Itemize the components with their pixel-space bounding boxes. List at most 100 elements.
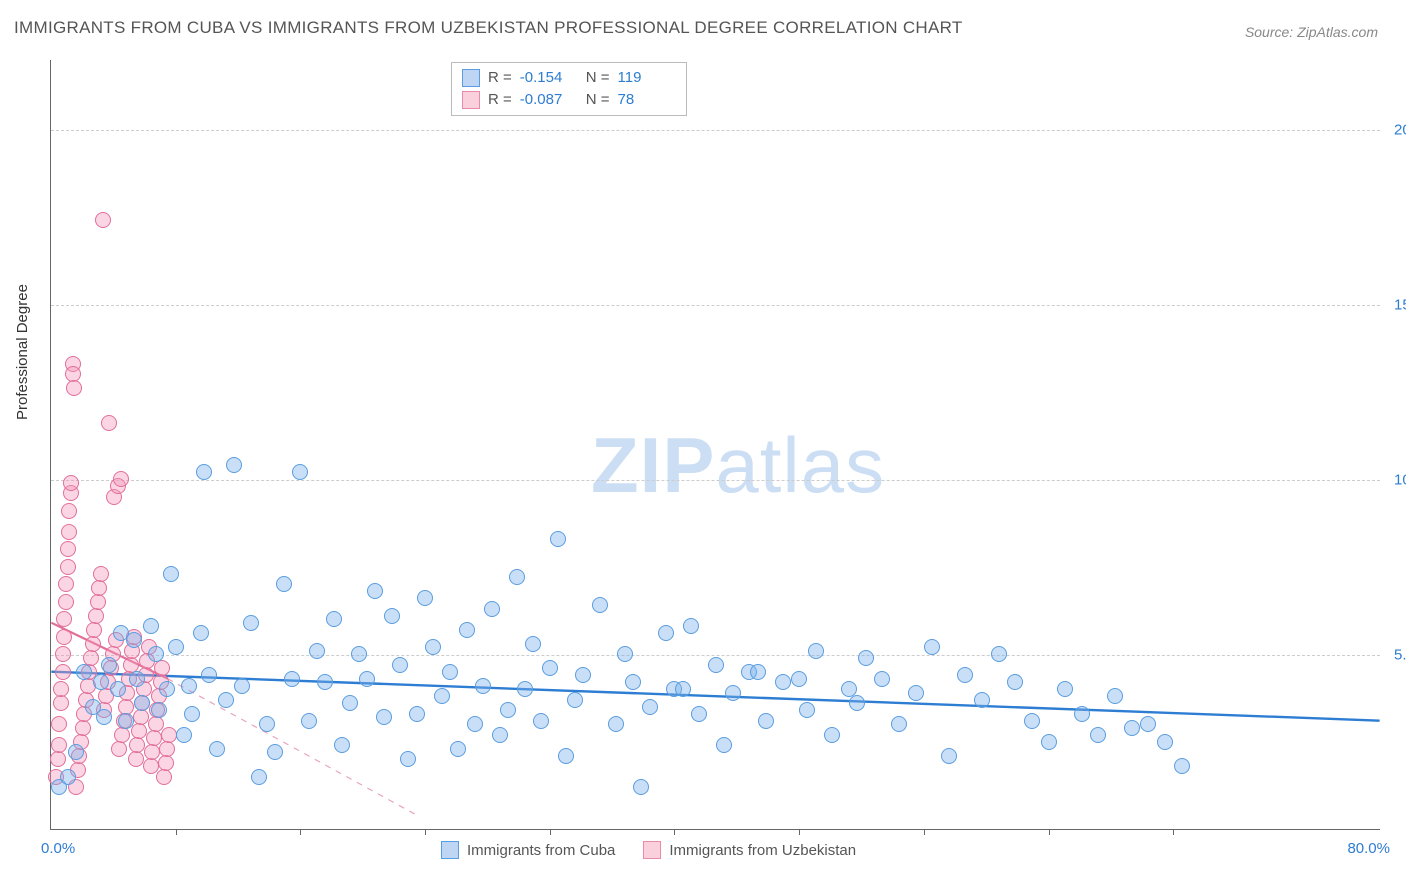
scatter-point	[96, 709, 112, 725]
scatter-point	[55, 664, 71, 680]
x-tick-mark	[550, 829, 551, 835]
scatter-point	[708, 657, 724, 673]
scatter-point	[51, 716, 67, 732]
scatter-point	[196, 464, 212, 480]
scatter-point	[459, 622, 475, 638]
scatter-point	[267, 744, 283, 760]
y-axis-label: Professional Degree	[14, 284, 31, 420]
scatter-point	[93, 566, 109, 582]
x-axis-min-label: 0.0%	[41, 840, 75, 857]
scatter-point	[56, 629, 72, 645]
stat-label-r: R =	[488, 67, 512, 89]
scatter-point	[61, 503, 77, 519]
scatter-point	[158, 755, 174, 771]
scatter-point	[63, 475, 79, 491]
swatch-blue-icon	[462, 69, 480, 87]
scatter-plot-area: ZIPatlas R = -0.154 N = 119 R = -0.087 N…	[50, 60, 1380, 830]
scatter-point	[259, 716, 275, 732]
source-attribution: Source: ZipAtlas.com	[1245, 24, 1378, 40]
stat-value-r-pink: -0.087	[520, 89, 578, 111]
x-tick-mark	[674, 829, 675, 835]
scatter-point	[409, 706, 425, 722]
scatter-point	[184, 706, 200, 722]
scatter-point	[309, 643, 325, 659]
watermark-bold: ZIP	[591, 421, 715, 509]
scatter-point	[60, 559, 76, 575]
scatter-point	[617, 646, 633, 662]
scatter-point	[1074, 706, 1090, 722]
scatter-point	[384, 608, 400, 624]
y-tick-label: 15.0%	[1384, 297, 1406, 314]
scatter-point	[159, 681, 175, 697]
scatter-point	[128, 751, 144, 767]
gridline	[51, 130, 1380, 131]
x-tick-mark	[300, 829, 301, 835]
scatter-point	[1090, 727, 1106, 743]
scatter-point	[633, 779, 649, 795]
scatter-point	[359, 671, 375, 687]
trendlines-svg	[51, 60, 1380, 829]
scatter-point	[625, 674, 641, 690]
scatter-point	[849, 695, 865, 711]
scatter-point	[126, 632, 142, 648]
scatter-point	[675, 681, 691, 697]
scatter-point	[400, 751, 416, 767]
scatter-point	[1140, 716, 1156, 732]
stat-value-n-blue: 119	[618, 67, 676, 89]
y-tick-label: 20.0%	[1384, 122, 1406, 139]
scatter-point	[76, 664, 92, 680]
scatter-point	[1124, 720, 1140, 736]
scatter-point	[161, 727, 177, 743]
scatter-point	[90, 594, 106, 610]
scatter-point	[151, 702, 167, 718]
scatter-point	[425, 639, 441, 655]
x-tick-mark	[1173, 829, 1174, 835]
stat-value-n-pink: 78	[618, 89, 676, 111]
scatter-point	[725, 685, 741, 701]
scatter-point	[941, 748, 957, 764]
y-tick-label: 10.0%	[1384, 472, 1406, 489]
scatter-point	[542, 660, 558, 676]
scatter-point	[417, 590, 433, 606]
scatter-point	[467, 716, 483, 732]
scatter-point	[156, 769, 172, 785]
scatter-point	[68, 744, 84, 760]
legend-item-pink: Immigrants from Uzbekistan	[643, 841, 856, 859]
scatter-point	[91, 580, 107, 596]
stat-value-r-blue: -0.154	[520, 67, 578, 89]
scatter-point	[176, 727, 192, 743]
scatter-point	[891, 716, 907, 732]
swatch-pink-icon	[462, 91, 480, 109]
scatter-point	[758, 713, 774, 729]
chart-title: IMMIGRANTS FROM CUBA VS IMMIGRANTS FROM …	[14, 18, 963, 38]
scatter-point	[858, 650, 874, 666]
scatter-point	[163, 566, 179, 582]
scatter-point	[101, 657, 117, 673]
scatter-point	[642, 699, 658, 715]
x-tick-mark	[799, 829, 800, 835]
scatter-point	[93, 674, 109, 690]
scatter-point	[799, 702, 815, 718]
scatter-point	[791, 671, 807, 687]
scatter-point	[658, 625, 674, 641]
scatter-point	[367, 583, 383, 599]
scatter-point	[509, 569, 525, 585]
y-tick-label: 5.0%	[1384, 647, 1406, 664]
scatter-point	[924, 639, 940, 655]
scatter-point	[85, 636, 101, 652]
scatter-point	[181, 678, 197, 694]
scatter-point	[114, 727, 130, 743]
scatter-point	[575, 667, 591, 683]
scatter-point	[60, 541, 76, 557]
scatter-point	[1024, 713, 1040, 729]
scatter-point	[824, 727, 840, 743]
scatter-point	[131, 723, 147, 739]
scatter-point	[129, 737, 145, 753]
scatter-point	[750, 664, 766, 680]
scatter-point	[691, 706, 707, 722]
scatter-point	[118, 713, 134, 729]
swatch-pink-icon	[643, 841, 661, 859]
scatter-point	[56, 611, 72, 627]
scatter-point	[317, 674, 333, 690]
scatter-point	[154, 660, 170, 676]
